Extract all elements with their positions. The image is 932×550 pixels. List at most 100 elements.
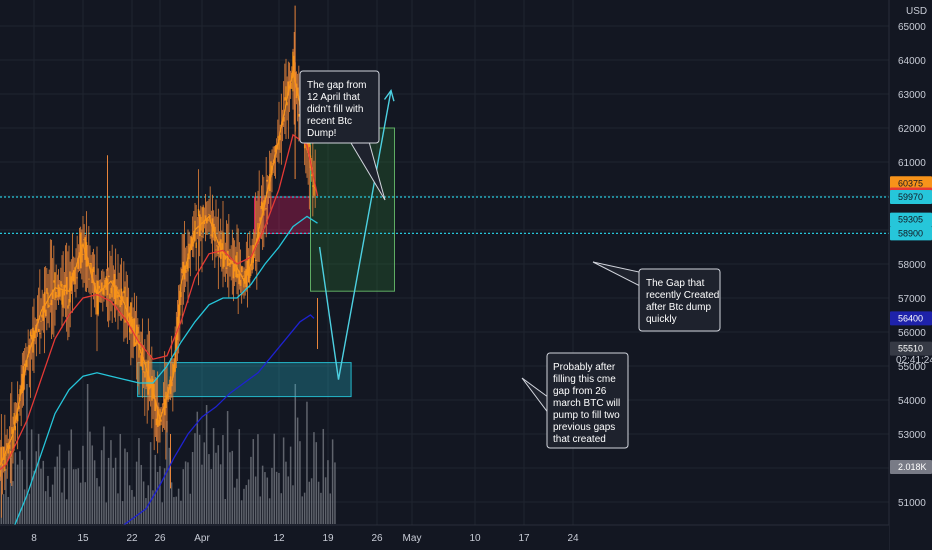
- volume-bar: [247, 479, 250, 524]
- candle-body: [71, 272, 74, 278]
- candle-body: [92, 266, 95, 273]
- candle-body: [41, 314, 43, 318]
- candle-body: [210, 234, 213, 236]
- volume-bar: [224, 499, 227, 524]
- candle-body: [7, 446, 10, 454]
- candle-body: [203, 220, 206, 225]
- volume-bar: [280, 493, 283, 524]
- callout-april-gap[interactable]: The gap from 12 April that didn't fill w…: [299, 70, 386, 201]
- candle-body: [245, 269, 248, 288]
- candle-body: [77, 257, 80, 269]
- candle-body: [223, 251, 225, 267]
- volume-bar: [126, 452, 129, 524]
- volume-bar: [124, 448, 126, 524]
- volume-bar: [112, 467, 115, 524]
- volume-bar: [72, 469, 75, 524]
- candle-body: [123, 290, 125, 294]
- candle-body: [216, 245, 218, 247]
- time-axis-panel[interactable]: [0, 525, 889, 550]
- volume-bar: [329, 493, 332, 524]
- candle-body: [274, 146, 277, 152]
- candle-body: [42, 305, 45, 321]
- volume-bar: [331, 439, 334, 524]
- candle-body: [76, 277, 78, 279]
- volume-bar: [2, 494, 5, 524]
- candle-body: [146, 371, 148, 387]
- volume-bar: [327, 460, 329, 524]
- candle-body: [168, 383, 171, 386]
- volume-bar: [28, 493, 31, 524]
- volume-bar: [5, 468, 7, 524]
- volume-bar: [40, 468, 42, 524]
- volume-bar: [54, 466, 56, 524]
- callout-cme-gap[interactable]: Probably after filling this cme gap from…: [521, 352, 629, 449]
- candle-body: [131, 316, 133, 325]
- candle-body: [162, 403, 165, 405]
- candle-body: [284, 97, 286, 101]
- candle-body: [6, 443, 8, 449]
- volume-bar: [44, 491, 47, 524]
- date-tick-label: 19: [322, 533, 334, 544]
- candle-body: [58, 287, 61, 297]
- candle-body: [34, 331, 36, 339]
- horizontal-levels[interactable]: [0, 196, 889, 234]
- volume-bar: [315, 442, 318, 524]
- candle-body: [74, 267, 76, 285]
- volume-bar: [82, 445, 84, 524]
- volume-bar: [42, 460, 45, 524]
- volume-bar: [313, 432, 315, 524]
- volume-bar: [205, 405, 208, 524]
- volume-bar: [273, 433, 276, 524]
- volume-bar: [201, 464, 203, 524]
- candle-body: [237, 273, 239, 278]
- volume-bar: [49, 496, 52, 524]
- volume-bar: [308, 481, 311, 524]
- candle-body: [266, 179, 269, 182]
- price-axis-panel[interactable]: [889, 0, 932, 550]
- candle-body: [243, 277, 245, 288]
- volume-bar: [105, 502, 108, 524]
- volume-bar: [58, 444, 61, 524]
- candle-body: [46, 288, 48, 294]
- candle-body: [119, 299, 122, 308]
- volume-bar: [287, 476, 290, 524]
- volume-bar: [303, 492, 306, 524]
- price-tag-label: 60375: [898, 178, 923, 188]
- date-tick-label: Apr: [194, 533, 210, 544]
- callout-recent-gap[interactable]: The Gap that recently Created after Btc …: [592, 261, 721, 332]
- candle-body: [205, 218, 208, 224]
- volume-bar: [252, 439, 255, 524]
- volume-bar: [156, 471, 159, 524]
- volume-bar: [68, 450, 70, 524]
- volume-bar: [259, 496, 262, 524]
- price-tag-label: 59305: [898, 215, 923, 225]
- candle-body: [236, 251, 238, 279]
- volume-bar: [215, 452, 217, 524]
- candle-body: [57, 284, 60, 298]
- price-tag-label: 59970: [898, 192, 923, 202]
- candle-body: [289, 82, 292, 89]
- candle-body: [114, 285, 117, 305]
- volume-bar: [7, 496, 10, 524]
- volume-bar: [212, 428, 215, 524]
- candle-body: [111, 285, 113, 298]
- price-tick-label: 56000: [898, 328, 926, 339]
- projection-arrow[interactable]: [318, 89, 395, 380]
- candle-body: [4, 455, 6, 472]
- volume-bar: [184, 461, 187, 524]
- price-tick-label: 62000: [898, 124, 926, 135]
- volume-bar: [320, 492, 322, 524]
- projection-path[interactable]: [318, 90, 392, 380]
- candle-body: [137, 326, 139, 334]
- date-tick-label: 10: [469, 533, 481, 544]
- candle-body: [265, 208, 267, 210]
- candle-body: [201, 235, 203, 237]
- note-line: after Btc dump: [646, 302, 711, 313]
- date-tick-label: 22: [126, 533, 138, 544]
- price-tick-label: 58000: [898, 260, 926, 271]
- candle-body: [196, 232, 199, 234]
- note-line: Dump!: [307, 128, 336, 139]
- candle-body: [135, 324, 138, 345]
- candle-body: [110, 287, 112, 294]
